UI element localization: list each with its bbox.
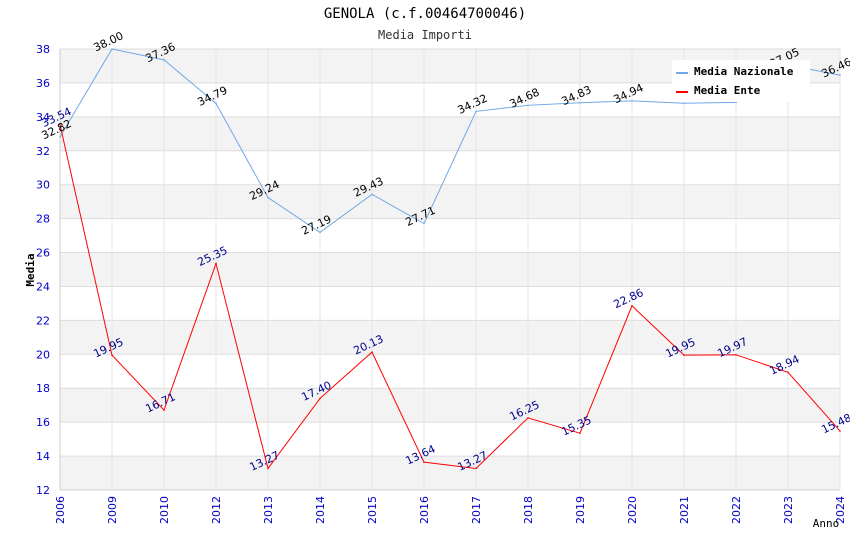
chart-title: GENOLA (c.f.00464700046) <box>324 6 526 22</box>
y-tick-label: 30 <box>36 179 50 192</box>
y-tick-label: 14 <box>36 450 50 463</box>
chart-subtitle: Media Importi <box>378 28 472 42</box>
y-tick-label: 38 <box>36 43 50 56</box>
data-label-media-ente: 18.94 <box>767 353 801 378</box>
data-point-media-nazionale <box>215 102 217 105</box>
x-tick-label: 2018 <box>522 496 535 524</box>
x-tick-label: 2023 <box>782 496 795 524</box>
x-tick-label: 2017 <box>470 496 483 524</box>
x-tick-label: 2016 <box>418 496 431 524</box>
data-label-media-nazionale: 34.68 <box>507 86 541 111</box>
x-tick-label: 2022 <box>730 496 743 524</box>
data-label-media-ente: 22.86 <box>611 286 645 311</box>
legend-label-media-ente: Media Ente <box>694 84 761 97</box>
data-point-media-ente <box>215 262 217 265</box>
data-point-media-ente <box>163 409 165 411</box>
grid-band <box>60 184 840 219</box>
grid-band <box>60 116 840 151</box>
y-tick-label: 34 <box>36 111 50 124</box>
y-axis-ticks: 12 14 16 18 20 22 24 26 28 30 32 34 36 38 <box>36 43 50 497</box>
data-point-media-nazionale <box>163 59 165 61</box>
grid-band <box>60 456 840 490</box>
y-tick-label: 16 <box>36 416 50 429</box>
legend-box <box>672 60 810 102</box>
x-tick-label: 2006 <box>54 496 67 524</box>
legend-label-media-nazionale: Media Nazionale <box>694 65 794 78</box>
data-point-media-ente <box>111 354 113 356</box>
data-point-media-ente <box>267 467 269 470</box>
data-point-media-ente <box>371 351 373 353</box>
x-tick-label: 2012 <box>210 496 223 524</box>
y-tick-label: 20 <box>36 348 50 361</box>
data-point-media-nazionale <box>111 48 113 50</box>
series-line-media-nazionale <box>59 48 841 233</box>
x-tick-label: 2014 <box>314 496 327 524</box>
plot-background-bands <box>60 49 840 490</box>
x-tick-label: 2010 <box>158 496 171 524</box>
y-tick-label: 26 <box>36 247 50 260</box>
x-tick-label: 2020 <box>626 496 639 524</box>
series-lines <box>59 48 841 470</box>
y-tick-label: 12 <box>36 484 50 497</box>
data-point-media-ente <box>787 371 789 374</box>
grid-band <box>60 388 840 423</box>
x-axis-label: Anno <box>813 517 840 530</box>
x-tick-label: 2015 <box>366 496 379 524</box>
data-label-media-nazionale: 34.83 <box>559 83 593 108</box>
data-point-media-nazionale <box>475 110 477 113</box>
data-point-media-nazionale <box>267 196 269 199</box>
data-point-media-nazionale <box>59 136 61 138</box>
y-tick-label: 28 <box>36 213 50 226</box>
data-label-media-nazionale: 34.94 <box>611 81 645 106</box>
data-point-media-nazionale <box>371 193 373 196</box>
y-tick-label: 36 <box>36 77 50 90</box>
data-point-media-ente <box>475 467 477 470</box>
x-tick-label: 2019 <box>574 496 587 524</box>
x-axis-ticks: 2006 2009 2010 2012 2013 2014 2015 2016 2017 2018… <box>54 496 847 524</box>
series-line-media-ente <box>59 124 841 470</box>
data-point-media-nazionale <box>423 222 425 225</box>
data-point-media-ente <box>683 354 685 356</box>
axes <box>59 49 840 491</box>
data-point-media-ente <box>631 304 633 307</box>
y-tick-label: 24 <box>36 280 50 293</box>
x-tick-label: 2013 <box>262 496 275 524</box>
data-point-media-ente <box>839 430 841 432</box>
data-point-media-nazionale <box>631 100 633 102</box>
data-point-media-nazionale <box>683 102 685 105</box>
data-point-media-ente <box>527 417 529 419</box>
data-point-media-nazionale <box>527 104 529 107</box>
data-point-media-ente <box>59 123 61 126</box>
data-point-media-nazionale <box>735 101 737 104</box>
x-tick-label: 2009 <box>106 496 119 524</box>
x-tick-label: 2024 <box>834 496 847 524</box>
data-point-media-ente <box>319 397 321 400</box>
data-point-media-ente <box>735 354 737 356</box>
data-label-media-nazionale: 34.79 <box>195 84 229 109</box>
data-label-media-nazionale: 34.32 <box>455 92 489 117</box>
data-point-media-nazionale <box>319 231 321 234</box>
legend: Media Nazionale Media Ente <box>672 60 810 102</box>
grid-band <box>60 252 840 287</box>
data-point-media-nazionale <box>579 101 581 104</box>
y-axis-label: Media <box>24 253 37 286</box>
data-point-media-ente <box>579 432 581 434</box>
y-tick-label: 22 <box>36 314 50 327</box>
y-tick-label: 18 <box>36 382 50 395</box>
x-tick-label: 2021 <box>678 496 691 524</box>
y-tick-label: 32 <box>36 145 50 158</box>
data-point-media-nazionale <box>839 74 841 76</box>
gridlines <box>59 48 841 491</box>
data-point-media-ente <box>423 461 425 463</box>
